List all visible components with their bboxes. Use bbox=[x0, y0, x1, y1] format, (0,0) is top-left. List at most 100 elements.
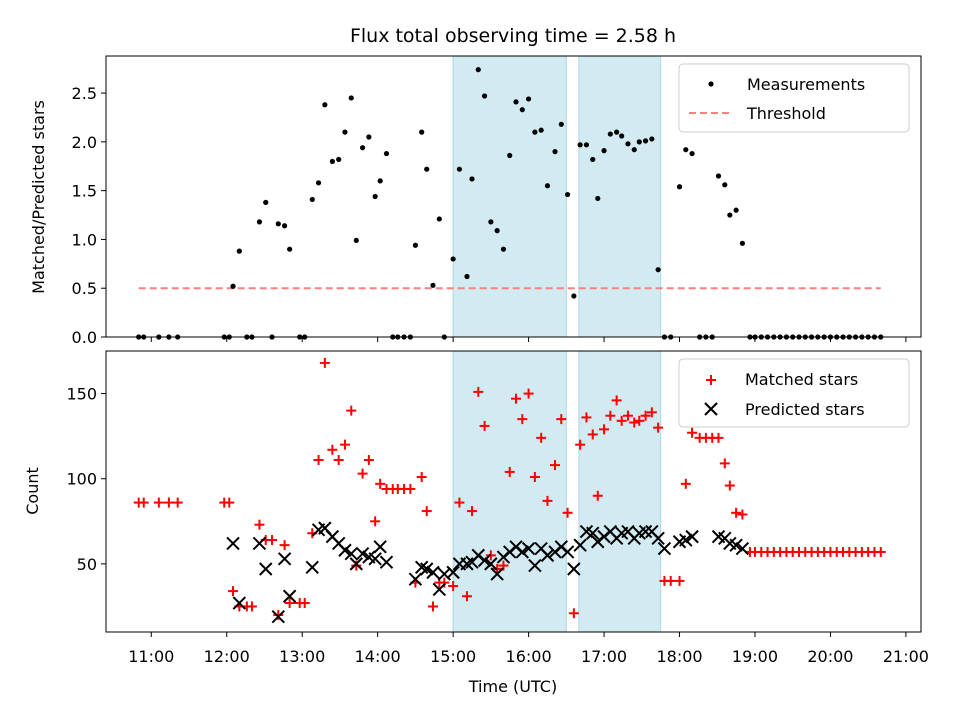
top-y-tick-label: 2.0 bbox=[72, 133, 97, 152]
measurement-point bbox=[430, 282, 436, 288]
measurement-point bbox=[315, 180, 322, 186]
legend-measurements-label: Measurements bbox=[747, 75, 865, 94]
predicted-point bbox=[338, 543, 352, 557]
top-y-ticks: 0.0 0.5 1.0 1.5 2.0 2.5 bbox=[72, 84, 106, 347]
matched-point bbox=[640, 410, 651, 421]
matched-point bbox=[536, 432, 547, 443]
matched-point bbox=[327, 444, 338, 455]
bottom-legend-box bbox=[678, 358, 910, 428]
measurement-point bbox=[595, 195, 601, 202]
predicted-point bbox=[259, 562, 273, 576]
bottom-y-tick-label: 100 bbox=[66, 470, 97, 489]
measurement-point bbox=[236, 248, 242, 254]
predicted-point bbox=[426, 565, 440, 580]
matched-point bbox=[592, 490, 603, 501]
legend-matched-label: Matched stars bbox=[745, 370, 858, 389]
predicted-point bbox=[446, 565, 460, 580]
measurement-point bbox=[383, 150, 390, 157]
measurement-point bbox=[564, 191, 571, 198]
matched-point bbox=[279, 540, 290, 551]
top-y-tick-label: 1.0 bbox=[72, 230, 97, 249]
matched-point bbox=[629, 417, 640, 428]
measurement-point bbox=[353, 237, 359, 244]
predicted-point bbox=[379, 555, 394, 569]
bottom-x-tick-label: 14:00 bbox=[355, 647, 401, 666]
matched-point bbox=[363, 454, 374, 465]
matched-point bbox=[731, 507, 742, 518]
measurement-point bbox=[372, 193, 378, 200]
measurement-point bbox=[739, 240, 746, 246]
measurement-point bbox=[322, 102, 328, 108]
predicted-point bbox=[277, 552, 292, 566]
bottom-highlight-band bbox=[452, 350, 567, 633]
measurement-point bbox=[733, 207, 739, 213]
measurement-point bbox=[538, 127, 544, 133]
measurement-point bbox=[727, 212, 733, 218]
matched-point bbox=[473, 386, 484, 397]
matched-point bbox=[351, 560, 362, 571]
predicted-point bbox=[232, 596, 247, 610]
top-legend: Measurements Threshold bbox=[678, 63, 910, 133]
bottom-x-tick-label: 12:00 bbox=[204, 647, 250, 666]
legend-threshold-label: Threshold bbox=[746, 104, 826, 123]
measurement-point bbox=[689, 150, 695, 157]
bottom-x-tick-label: 18:00 bbox=[656, 647, 702, 666]
matched-point bbox=[529, 472, 540, 483]
matched-point bbox=[687, 427, 698, 438]
bottom-x-tick-label: 15:00 bbox=[430, 647, 476, 666]
predicted-point bbox=[282, 589, 297, 603]
measurement-point bbox=[230, 283, 236, 289]
measurement-point bbox=[544, 183, 551, 189]
matched-point bbox=[713, 432, 724, 443]
measurement-point bbox=[456, 166, 463, 172]
bottom-x-tick-label: 11:00 bbox=[128, 647, 174, 666]
measurement-point bbox=[525, 96, 532, 102]
predicted-point bbox=[540, 548, 555, 563]
measurement-point bbox=[715, 173, 722, 179]
measurement-point bbox=[342, 129, 348, 135]
measurement-point bbox=[287, 246, 293, 252]
bottom-y-axis-label: Count bbox=[23, 467, 42, 515]
matched-point bbox=[568, 608, 579, 619]
matched-point bbox=[575, 439, 586, 450]
matched-point bbox=[284, 598, 295, 609]
measurement-point bbox=[619, 133, 625, 139]
measurement-point bbox=[412, 242, 418, 248]
measurement-point bbox=[642, 138, 649, 144]
top-y-tick-label: 1.5 bbox=[72, 182, 97, 201]
bottom-x-tick-label: 17:00 bbox=[581, 647, 627, 666]
matched-point bbox=[153, 497, 164, 508]
measurement-point bbox=[649, 136, 655, 142]
measurement-point bbox=[676, 184, 683, 190]
matched-point bbox=[611, 395, 622, 406]
top-highlight-band bbox=[452, 55, 567, 338]
top-panel: 0.0 0.5 1.0 1.5 2.0 2.5 Flux total observing … bbox=[29, 25, 922, 347]
bottom-x-axis-label: Time (UTC) bbox=[468, 677, 557, 696]
matched-point bbox=[273, 609, 284, 620]
matched-point bbox=[665, 575, 676, 586]
matched-point bbox=[719, 458, 730, 469]
predicted-point bbox=[515, 545, 530, 559]
measurement-point bbox=[552, 149, 558, 155]
predicted-point bbox=[368, 552, 382, 566]
legend-matched-marker bbox=[706, 375, 716, 385]
matched-point bbox=[267, 535, 278, 546]
measurement-point bbox=[494, 228, 500, 234]
predicted-point bbox=[729, 538, 743, 552]
matched-point bbox=[550, 460, 561, 471]
matched-point bbox=[653, 422, 664, 433]
predicted-point bbox=[490, 567, 504, 581]
measurement-point bbox=[577, 142, 583, 148]
measurement-point bbox=[450, 256, 456, 262]
bottom-highlight-bands bbox=[452, 350, 662, 633]
top-highlight-band bbox=[578, 55, 662, 338]
matched-point bbox=[724, 480, 735, 491]
predicted-point bbox=[373, 540, 387, 554]
matched-point bbox=[454, 497, 465, 508]
bottom-x-tick-label: 19:00 bbox=[732, 647, 778, 666]
measurement-point bbox=[500, 246, 507, 252]
matched-point bbox=[375, 478, 386, 489]
measurement-point bbox=[481, 93, 488, 99]
